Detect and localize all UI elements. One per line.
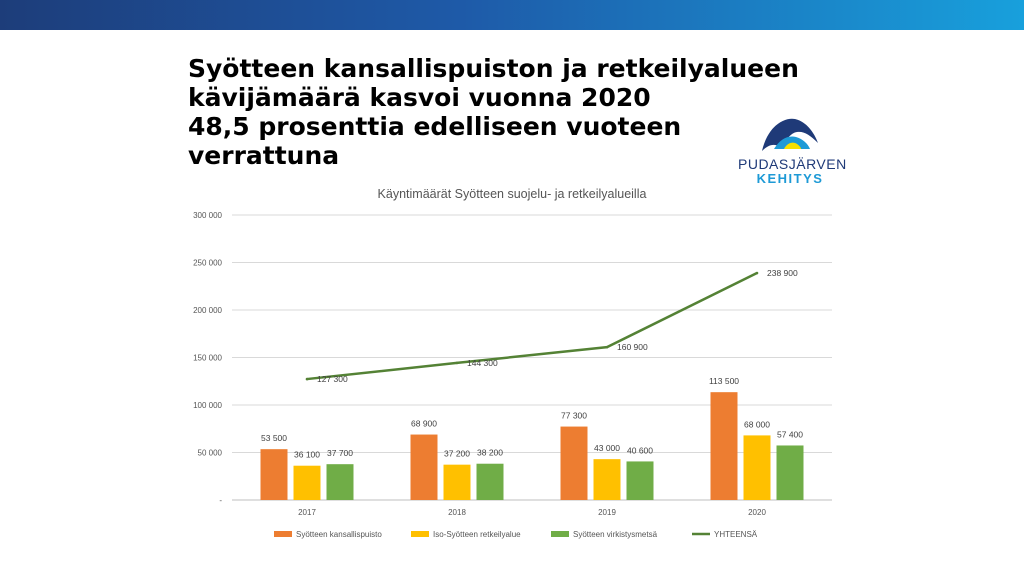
- x-axis: 2017 2018 2019 2020: [298, 508, 766, 517]
- bar-data-label: 38 200: [477, 448, 503, 458]
- bar-data-label: 53 500: [261, 433, 287, 443]
- bar: [443, 464, 471, 500]
- bar-data-label: 37 200: [444, 449, 470, 459]
- bar-data-label: 40 600: [627, 445, 653, 455]
- line-point: [455, 361, 459, 365]
- headline-line: 48,5 prosenttia edelliseen vuoteen: [188, 112, 682, 141]
- logo-text-primary: PUDASJÄRVEN: [738, 156, 847, 172]
- bar-data-label: 36 100: [294, 450, 320, 460]
- y-tick-label: 100 000: [193, 401, 222, 410]
- y-tick-label: -: [219, 496, 222, 505]
- bar: [626, 461, 654, 500]
- legend-label: Iso-Syötteen retkeilyalue: [433, 530, 521, 539]
- legend-label: Syötteen virkistysmetsä: [573, 530, 658, 539]
- y-tick-label: 200 000: [193, 306, 222, 315]
- line-data-label: 160 900: [617, 342, 648, 352]
- bar: [710, 392, 738, 500]
- organization-logo: PUDASJÄRVEN KEHITYS: [738, 113, 847, 193]
- line-data-label: 144 300: [467, 358, 498, 368]
- bar-data-label: 37 700: [327, 448, 353, 458]
- bar: [560, 426, 588, 500]
- bar-data-label: 68 900: [411, 419, 437, 429]
- bar-data-label: 43 000: [594, 443, 620, 453]
- page-headline: Syötteen kansallispuiston ja retkeilyalu…: [188, 54, 848, 170]
- bar-data-label: 113 500: [709, 376, 739, 386]
- chart-title: Käyntimäärät Syötteen suojelu- ja retkei…: [378, 187, 647, 201]
- bar: [410, 434, 438, 500]
- bar: [593, 459, 621, 500]
- total-line-series: 127 300 144 300 160 900 238 900: [305, 268, 798, 384]
- bar: [776, 445, 804, 500]
- legend-label: YHTEENSÄ: [714, 530, 758, 539]
- headline-line: Syötteen kansallispuiston ja retkeilyalu…: [188, 54, 799, 83]
- bar: [743, 435, 771, 500]
- logo-text-secondary: KEHITYS: [756, 171, 824, 186]
- chart-gridlines: [232, 214, 832, 501]
- logo-mountain-icon: [762, 118, 818, 151]
- x-tick-label: 2019: [598, 508, 616, 517]
- line-data-label: 238 900: [767, 268, 798, 278]
- legend-swatch: [411, 531, 429, 537]
- legend-label: Syötteen kansallispuisto: [296, 530, 382, 539]
- y-tick-label: 250 000: [193, 259, 222, 268]
- bar-series: 53 500 68 900 77 300 113 500 36 100 37 200 43 …: [260, 376, 804, 500]
- y-tick-label: 50 000: [198, 449, 223, 458]
- bar: [476, 463, 504, 500]
- x-tick-label: 2020: [748, 508, 766, 517]
- bar: [293, 465, 321, 500]
- bar-data-label: 68 000: [744, 419, 770, 429]
- chart-legend: Syötteen kansallispuisto Iso-Syötteen ret…: [274, 530, 758, 539]
- legend-swatch: [274, 531, 292, 537]
- bar: [260, 449, 288, 500]
- bar: [326, 464, 354, 500]
- line-point: [305, 377, 309, 381]
- legend-swatch: [551, 531, 569, 537]
- x-tick-label: 2018: [448, 508, 466, 517]
- line-point: [755, 271, 759, 275]
- x-tick-label: 2017: [298, 508, 316, 517]
- line-data-label: 127 300: [317, 374, 348, 384]
- header-band: [0, 0, 1024, 30]
- y-tick-label: 300 000: [193, 211, 222, 220]
- bar-data-label: 57 400: [777, 429, 803, 439]
- total-line: [306, 271, 758, 381]
- y-axis: - 50 000 100 000 150 000 200 000 250 000 300 0…: [193, 211, 222, 505]
- headline-line: kävijämäärä kasvoi vuonna 2020: [188, 83, 651, 112]
- line-point: [605, 345, 609, 349]
- bar-data-label: 77 300: [561, 411, 587, 421]
- headline-line: verrattuna: [188, 141, 340, 170]
- y-tick-label: 150 000: [193, 354, 222, 363]
